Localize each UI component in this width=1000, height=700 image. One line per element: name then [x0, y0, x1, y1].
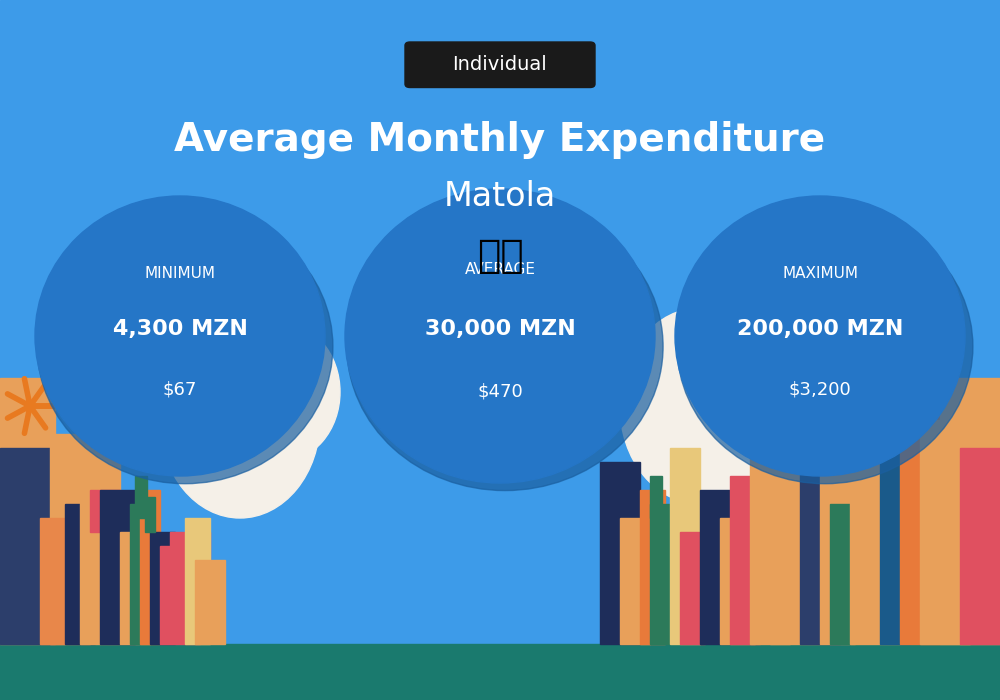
Text: 30,000 MZN: 30,000 MZN	[425, 318, 575, 339]
Bar	[880, 448, 910, 644]
Bar	[650, 504, 690, 644]
Text: MINIMUM: MINIMUM	[144, 265, 216, 281]
Bar	[50, 434, 90, 644]
Bar	[90, 490, 120, 532]
Text: 🇲🇿: 🇲🇿	[477, 237, 523, 274]
Text: MAXIMUM: MAXIMUM	[782, 265, 858, 281]
Bar	[730, 476, 760, 644]
Text: Matola: Matola	[444, 179, 556, 213]
Ellipse shape	[37, 209, 333, 484]
Bar	[800, 392, 840, 644]
Bar	[0, 448, 55, 644]
Text: AVERAGE: AVERAGE	[464, 262, 536, 277]
Bar	[600, 462, 640, 644]
Text: 4,300 MZN: 4,300 MZN	[113, 319, 247, 339]
Bar	[135, 476, 147, 518]
Bar	[820, 434, 855, 644]
Text: $470: $470	[477, 383, 523, 401]
Bar	[100, 490, 135, 644]
Ellipse shape	[675, 196, 965, 476]
FancyBboxPatch shape	[405, 42, 595, 88]
Ellipse shape	[160, 322, 320, 518]
Bar	[120, 532, 150, 644]
Ellipse shape	[345, 189, 655, 483]
Text: Individual: Individual	[453, 55, 547, 74]
Ellipse shape	[35, 196, 325, 476]
Ellipse shape	[677, 209, 973, 484]
Bar	[850, 364, 900, 644]
Bar	[130, 504, 155, 644]
Bar	[65, 504, 95, 644]
Ellipse shape	[670, 301, 810, 455]
Ellipse shape	[347, 202, 663, 491]
Text: $3,200: $3,200	[789, 380, 851, 398]
Bar	[150, 532, 175, 644]
Bar	[960, 448, 1000, 644]
Bar	[830, 504, 860, 644]
Bar	[195, 560, 225, 644]
Bar	[940, 378, 1000, 644]
Bar	[700, 490, 730, 644]
Bar	[0, 378, 55, 644]
Bar	[680, 532, 705, 644]
Bar	[640, 490, 665, 644]
Ellipse shape	[620, 308, 780, 504]
Ellipse shape	[220, 322, 340, 462]
Bar	[620, 518, 650, 644]
Bar	[650, 476, 662, 518]
Bar	[185, 518, 210, 644]
Bar	[900, 392, 940, 644]
Bar	[170, 532, 210, 560]
Bar	[80, 448, 120, 644]
Bar	[160, 546, 200, 644]
Text: Average Monthly Expenditure: Average Monthly Expenditure	[174, 121, 826, 159]
Text: $67: $67	[163, 380, 197, 398]
Bar	[750, 434, 790, 644]
Text: 200,000 MZN: 200,000 MZN	[737, 319, 903, 339]
Bar	[770, 378, 820, 644]
Bar	[0, 644, 1000, 700]
Bar	[40, 518, 65, 644]
Bar	[140, 490, 160, 644]
Bar	[720, 518, 755, 644]
Bar	[145, 497, 155, 532]
Bar	[920, 420, 970, 644]
Bar	[670, 448, 700, 644]
